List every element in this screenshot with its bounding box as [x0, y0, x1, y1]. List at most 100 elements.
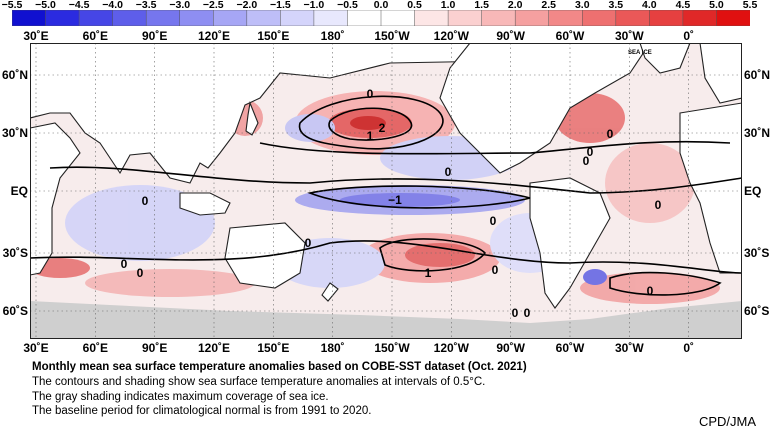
new-zealand-land — [321, 282, 339, 302]
colorbar-tick-label: −5.0 — [35, 0, 56, 11]
contour-value-labels: 0 2 1 0 0 0 0 −1 0 0 0 0 1 0 0 0 0 0 0 S… — [121, 50, 662, 320]
colorbar-tick-label: 3.0 — [574, 0, 590, 11]
contour-label: 0 — [524, 306, 531, 320]
warm-anomaly-atlantic — [605, 143, 695, 223]
contour-label: 0 — [607, 127, 614, 141]
colorbar-cell — [414, 10, 449, 26]
colorbar-cell — [649, 10, 684, 26]
colorbar-cell — [78, 10, 114, 26]
colorbar-cell — [548, 10, 583, 26]
longitude-label: 60˚E — [82, 29, 108, 43]
longitude-label: 150˚E — [257, 341, 290, 355]
japan-land — [245, 100, 259, 136]
contour-equator-neg1 — [307, 185, 531, 209]
colorbar-tick-label: −1.5 — [269, 0, 291, 11]
warm-anomaly-north-pacific-peak — [350, 116, 386, 130]
longitude-label: 0˚ — [683, 29, 694, 43]
longitude-label: 120˚E — [197, 341, 231, 355]
colorbar-tick-label: 4.0 — [642, 0, 657, 11]
contour-label: 0 — [647, 284, 654, 298]
colorbar-cell — [112, 10, 147, 26]
latitude-label: 60˚N — [744, 68, 771, 82]
credit-label: CPD/JMA — [698, 414, 756, 429]
colorbar-tick-label: 5.0 — [709, 0, 724, 11]
colorbar-tick-label: −2.5 — [202, 0, 224, 11]
contour-label: 0 — [137, 266, 144, 280]
caption-line-sea-ice: The gray shading indicates maximum cover… — [32, 390, 329, 403]
colorbar-tick-label: 3.5 — [608, 0, 624, 11]
colorbar-cell — [12, 10, 47, 26]
longitude-label: 30˚E — [23, 29, 49, 43]
contour-label: 1 — [425, 266, 432, 280]
latitude-label: EQ — [744, 184, 762, 198]
contour-zero-eq — [49, 166, 742, 194]
colorbar-cell — [213, 10, 248, 26]
contour-label: 0 — [655, 198, 662, 212]
caption-line-contours: The contours and shading show sea surfac… — [32, 375, 486, 388]
colorbar-cell — [246, 10, 281, 26]
contour-label: 0 — [490, 214, 497, 228]
contour-label: 0 — [142, 194, 149, 208]
colorbar-tick-label: 4.5 — [675, 0, 691, 11]
colorbar-cell — [380, 10, 416, 26]
africa-land — [30, 122, 81, 276]
map-frame — [30, 43, 742, 339]
latitude-label: 30˚N — [1, 126, 28, 140]
colorbar-tick-label: −5.5 — [1, 0, 23, 11]
colorbar-tick-label: −1.0 — [303, 0, 325, 11]
contour-label: 0 — [121, 257, 128, 271]
latitude-label: 60˚S — [744, 304, 770, 318]
colorbar-tick-label: −3.0 — [169, 0, 191, 11]
longitude-label: 180˚ — [320, 341, 345, 355]
contour-label: 1 — [367, 129, 374, 143]
longitude-label: 90˚W — [496, 29, 525, 43]
latitude-label: 30˚N — [744, 126, 771, 140]
land-masses — [30, 43, 742, 309]
longitude-label: 60˚W — [555, 341, 585, 355]
contour-label: 0 — [512, 306, 519, 320]
greenland-land — [639, 43, 691, 74]
cool-anomaly-argentine-basin — [583, 269, 607, 285]
colorbar-tick-label: 1.0 — [440, 0, 456, 11]
colorbar-tick-label: 0.5 — [407, 0, 422, 11]
sea-ice-label: SEA ICE — [628, 50, 652, 56]
colorbar-cell — [582, 10, 617, 26]
contour-south-atlantic — [609, 271, 722, 296]
colorbar-cell — [447, 10, 483, 26]
longitude-label: 120˚W — [433, 29, 469, 43]
colorbar-cell — [179, 10, 214, 26]
warm-anomaly-south-atlantic — [580, 272, 720, 304]
anomaly-shading — [30, 91, 720, 304]
colorbar-cell — [682, 10, 718, 26]
colorbar-tick-label: −4.5 — [68, 0, 90, 11]
colorbar-cell — [347, 10, 382, 26]
sea-ice-coverage — [30, 301, 742, 339]
cool-anomaly-equatorial-pacific-core — [340, 193, 460, 207]
colorbar-tick-label: 1.5 — [474, 0, 489, 11]
north-america-land — [439, 43, 651, 174]
colorbar-tick-label: −2.0 — [236, 0, 258, 11]
southeast-asia-islands — [179, 192, 231, 216]
longitude-label: 90˚E — [141, 341, 168, 355]
longitude-label: 150˚W — [374, 341, 410, 355]
colorbar-cell — [716, 10, 750, 26]
caption-title: Monthly mean sea surface temperature ano… — [32, 361, 527, 373]
sst-anomaly-map: 0 2 1 0 0 0 0 −1 0 0 0 0 1 0 0 0 0 0 0 S… — [30, 43, 742, 339]
warm-anomaly-south-pacific-core — [405, 243, 475, 267]
contour-label: 2 — [379, 121, 386, 135]
longitude-label: 30˚E — [23, 341, 49, 355]
longitude-label: 30˚W — [614, 341, 644, 355]
contour-label: 0 — [445, 165, 452, 179]
colorbar-cell — [280, 10, 315, 26]
latitude-label: 30˚S — [2, 246, 28, 260]
contour-north-pacific-2 — [328, 107, 413, 141]
contour-label: 0 — [492, 263, 499, 277]
contour-label: 0 — [367, 87, 374, 101]
longitude-label: 120˚W — [433, 341, 469, 355]
colorbar-cell — [145, 10, 181, 26]
longitude-label: 30˚W — [614, 29, 644, 43]
longitude-label: 120˚E — [197, 29, 231, 43]
longitude-label: 60˚E — [82, 341, 108, 355]
colorbar-cell — [45, 10, 80, 26]
longitude-label: 90˚E — [141, 29, 168, 43]
